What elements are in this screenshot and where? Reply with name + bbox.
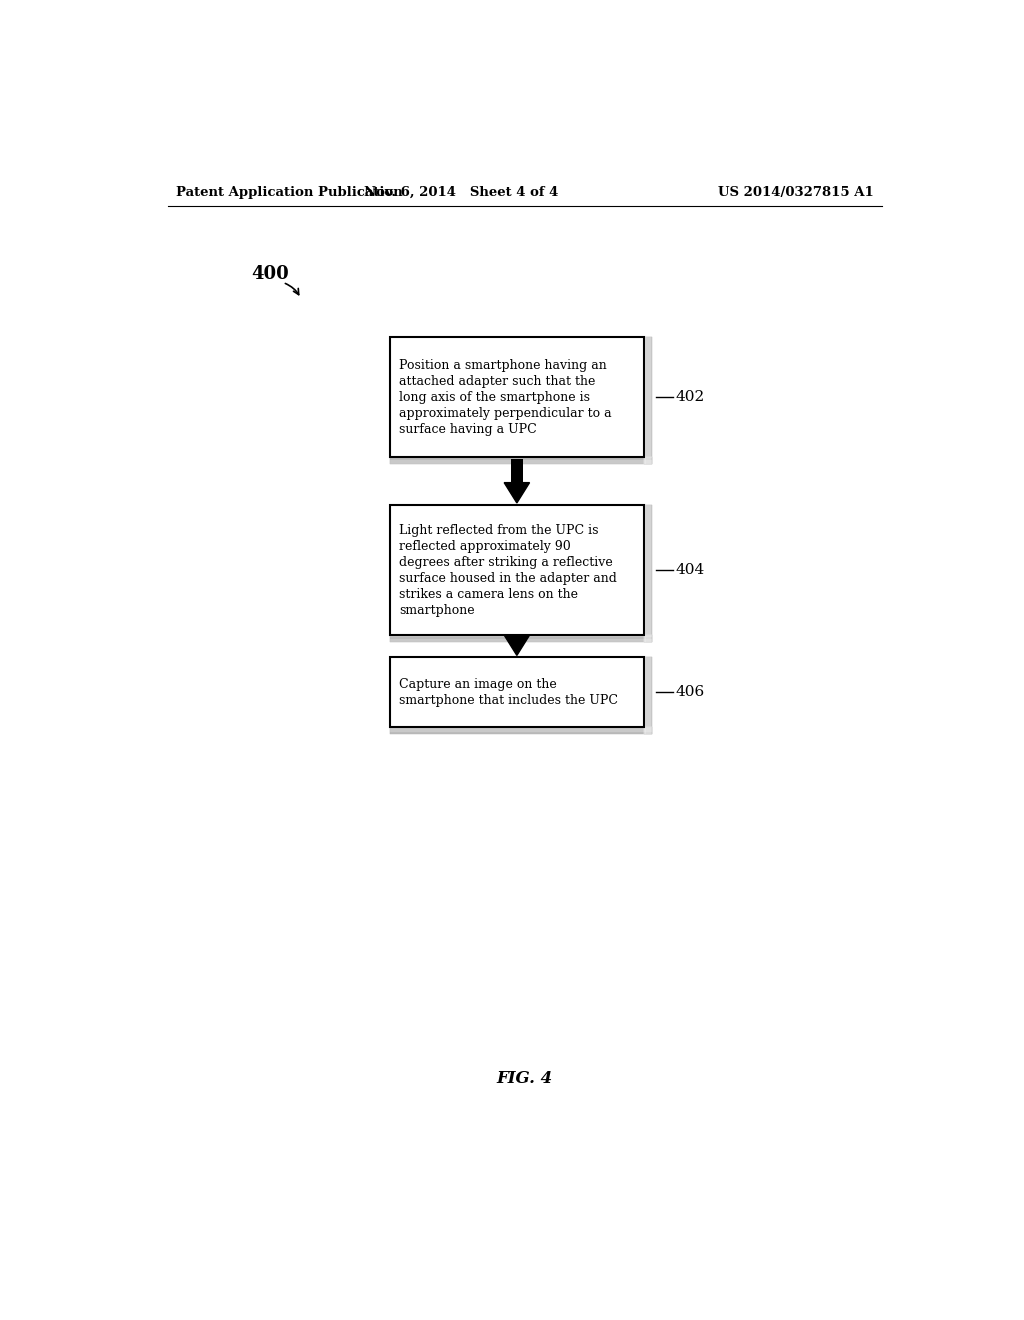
Bar xyxy=(511,635,523,638)
Bar xyxy=(644,506,651,643)
Bar xyxy=(644,657,651,734)
Bar xyxy=(511,459,523,483)
Bar xyxy=(390,726,651,734)
Bar xyxy=(390,506,644,635)
Bar xyxy=(644,338,651,465)
Text: 406: 406 xyxy=(676,685,705,700)
Bar xyxy=(390,657,644,726)
Text: Position a smartphone having an
attached adapter such that the
long axis of the : Position a smartphone having an attached… xyxy=(399,359,612,436)
Text: 400: 400 xyxy=(251,265,289,282)
Text: 402: 402 xyxy=(676,391,705,404)
Text: Capture an image on the
smartphone that includes the UPC: Capture an image on the smartphone that … xyxy=(399,677,618,706)
Polygon shape xyxy=(504,483,529,503)
Text: Light reflected from the UPC is
reflected approximately 90
degrees after strikin: Light reflected from the UPC is reflecte… xyxy=(399,524,617,616)
Polygon shape xyxy=(504,635,529,656)
Text: 404: 404 xyxy=(676,564,705,577)
Text: US 2014/0327815 A1: US 2014/0327815 A1 xyxy=(718,186,873,199)
Bar xyxy=(390,635,651,643)
Bar xyxy=(390,338,644,457)
Bar xyxy=(390,457,651,465)
Text: Patent Application Publication: Patent Application Publication xyxy=(176,186,402,199)
Text: FIG. 4: FIG. 4 xyxy=(497,1069,553,1086)
Text: Nov. 6, 2014   Sheet 4 of 4: Nov. 6, 2014 Sheet 4 of 4 xyxy=(365,186,558,199)
